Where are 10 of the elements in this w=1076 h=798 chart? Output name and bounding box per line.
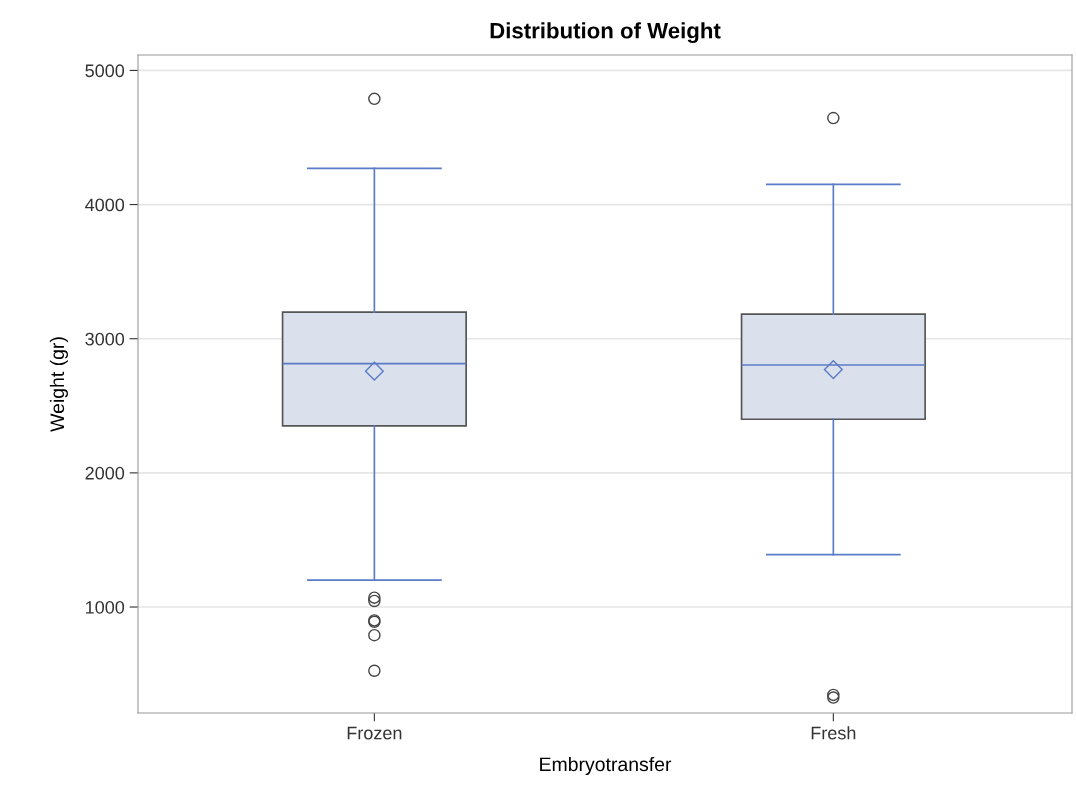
y-axis-title: Weight (gr) (49, 337, 68, 432)
x-axis-title: Embryotransfer (540, 756, 672, 776)
x-tick-label: Frozen (347, 726, 402, 740)
y-tick-label: 1000 (86, 600, 125, 614)
y-tick-label: 2000 (85, 466, 125, 480)
y-tick-label: 4000 (85, 198, 125, 212)
chart-title: Distribution of Weight (490, 22, 721, 44)
y-tick-label: 5000 (85, 64, 125, 78)
x-tick-label: Fresh (811, 726, 856, 740)
y-tick-label: 3000 (85, 332, 125, 346)
